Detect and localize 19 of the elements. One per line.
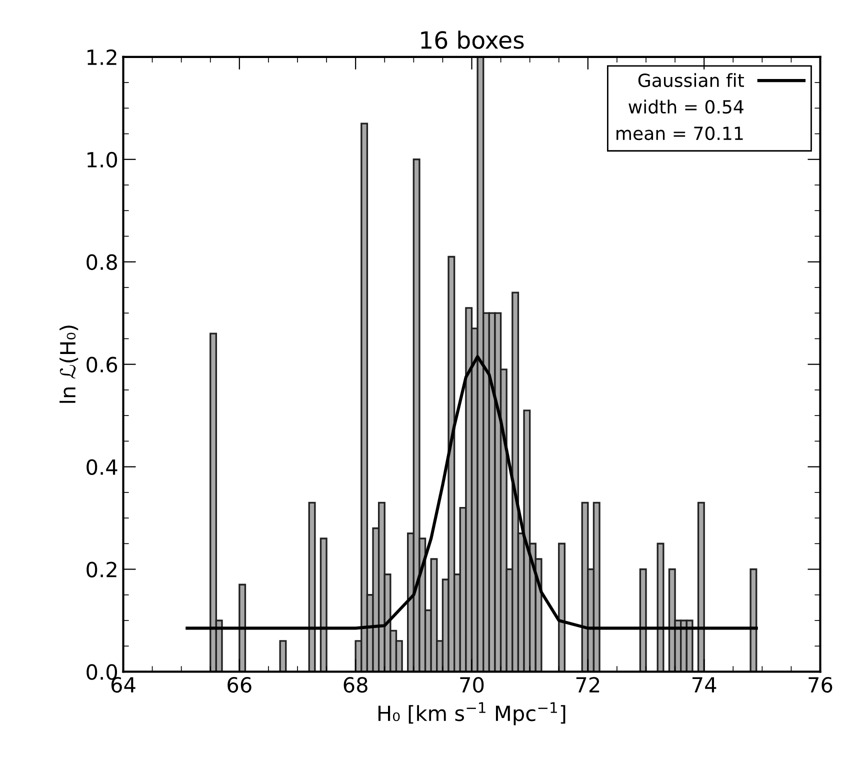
- x-tick-label: 74: [692, 677, 716, 692]
- x-tick-label: 66: [228, 676, 252, 693]
- y-tick-label: 0.6: [86, 356, 118, 373]
- y-axis-title: ln ℒ(H₀): [60, 326, 78, 403]
- x-tick-label: 70: [460, 676, 484, 693]
- x-tick-label: 72: [576, 676, 600, 692]
- y-tick-label: 0.2: [86, 562, 116, 578]
- y-tick-label: 1.2: [88, 49, 116, 65]
- y-tick-label: 0.4: [86, 459, 118, 475]
- x-axis-title: H₀ [km s$^{−1}$ Mpc$^{−1}$]: [378, 702, 566, 726]
- y-tick-label: 0.8: [86, 254, 117, 270]
- x-tick-label: 76: [808, 676, 832, 693]
- y-tick-label: 1.0: [88, 152, 118, 168]
- line-series: [186, 355, 758, 630]
- annotation: width = 0.54: [628, 100, 744, 114]
- x-tick-label: 68: [344, 676, 368, 693]
- annotation: mean = 70.11: [616, 126, 743, 140]
- legend-label: Gaussian fit: [638, 73, 744, 88]
- chart-title: 16 boxes: [421, 30, 524, 49]
